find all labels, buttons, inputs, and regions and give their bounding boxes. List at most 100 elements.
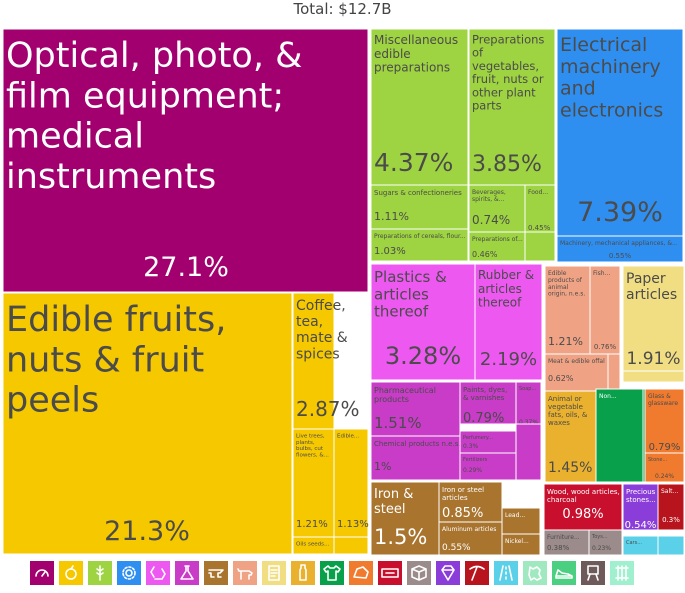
cell-value: 2.19% <box>480 349 537 370</box>
treemap-cell: Oils seeds... <box>292 536 335 555</box>
chart-title: Total: $12.7B <box>293 0 392 18</box>
cell-rect <box>292 428 335 544</box>
cell-rect <box>370 184 469 233</box>
cell-rect <box>515 423 542 481</box>
ticket-icon[interactable] <box>378 561 402 585</box>
shoe-icon[interactable] <box>552 561 576 585</box>
cell-label: Wood, wood articles, & charcoal <box>547 488 628 504</box>
cell-label: Non... <box>599 393 617 400</box>
cell-label: Rubber & articles thereof <box>478 268 534 310</box>
cell-value: 0.55% <box>609 252 632 260</box>
cell-value: 0.85% <box>442 506 483 521</box>
cell-value: 0.23% <box>592 545 611 552</box>
scroll-icon[interactable] <box>262 561 286 585</box>
cell-value: 1.21% <box>548 335 583 348</box>
cell-value: 1.21% <box>296 519 328 530</box>
cell-rect <box>543 483 623 531</box>
road-icon[interactable] <box>494 561 518 585</box>
cell-label: Lead... <box>505 512 525 519</box>
treemap-cell: Glass & glassware 0.79% <box>644 388 685 454</box>
shirt-icon[interactable] <box>320 561 344 585</box>
treemap-cell: Preparations of vegetables, fruit, nuts or o… <box>468 28 556 213</box>
box-icon[interactable] <box>407 561 431 585</box>
cell-value: 7.39% <box>577 197 663 228</box>
cell-rect <box>370 263 476 381</box>
cell-label: Stone... <box>648 457 668 463</box>
cell-label: Paper articles <box>626 271 677 303</box>
fruit-icon[interactable] <box>59 561 83 585</box>
rock-icon[interactable] <box>349 561 373 585</box>
cell-value: 0.37% <box>519 419 538 426</box>
recycle-icon[interactable] <box>146 561 170 585</box>
cell-rect <box>438 481 503 523</box>
cell-rect <box>468 28 556 213</box>
cell-value: 0.29% <box>463 467 482 474</box>
cell-label: Fertilizers <box>463 457 488 463</box>
cell-value: 0.79% <box>463 411 504 426</box>
treemap-cell <box>657 535 685 556</box>
treemap-cell: Aluminum articles 0.55% <box>438 521 503 556</box>
cell-value: 0.79% <box>649 442 681 453</box>
cell-label: Edible fruits, nuts & fruit peels <box>6 300 226 421</box>
cell-label: Salt... <box>661 488 678 495</box>
cell-rect <box>370 228 469 262</box>
cell-rect <box>622 483 659 531</box>
cell-label: Edible products of animal origin, n.e.s. <box>548 270 585 298</box>
easel-icon[interactable] <box>581 561 605 585</box>
treemap-cell: Live trees, plants, bulbs, cut flowers, &..… <box>292 428 335 544</box>
treemap-cell <box>333 536 369 555</box>
cell-value: 21.3% <box>104 516 190 547</box>
cell-label: Meat & edible offal <box>548 358 605 365</box>
cell-label: Optical, photo, & film equipment; medical i… <box>6 36 302 197</box>
treemap-cell: Toys... 0.23% <box>588 529 623 556</box>
gear-icon[interactable] <box>117 561 141 585</box>
treemap-cell: Optical, photo, & film equipment; medical i… <box>2 28 369 293</box>
cell-label: Electrical machinery and electronics <box>560 34 663 122</box>
treemap-cell: Iron & steel 1.5% <box>370 481 440 556</box>
cell-value: 1.5% <box>374 525 427 549</box>
pickaxe-icon[interactable] <box>465 561 489 585</box>
cell-label: Pharmaceutical products <box>374 386 436 404</box>
cell-rect <box>524 184 556 233</box>
gem-icon[interactable] <box>436 561 460 585</box>
leather-icon[interactable] <box>523 561 547 585</box>
treemap-cell: Edible... 1.13% <box>333 428 369 544</box>
bottle-icon[interactable] <box>291 561 315 585</box>
cell-value: 2.87% <box>296 397 360 421</box>
cell-rect <box>474 263 543 381</box>
cell-value: 0.46% <box>472 250 498 259</box>
wheat-icon[interactable] <box>88 561 112 585</box>
cell-label: Aluminum articles <box>442 526 496 533</box>
cell-rect <box>556 235 684 263</box>
cell-label: Chemical products n.e.s. <box>374 440 461 448</box>
cell-rect <box>2 28 369 293</box>
cell-value: 1.03% <box>374 246 406 257</box>
treemap-cell: Beverages, spirits, &... 0.74% <box>468 184 526 233</box>
treemap-cell: Chemical products n.e.s. 1% <box>370 435 461 481</box>
cell-label: Plastics & articles thereof <box>374 268 447 321</box>
treemap-cell <box>622 370 685 383</box>
treemap-cell: Plastics & articles thereof 3.28% <box>370 263 476 381</box>
treemap-cell: Animal or vegetable fats, oils, & waxes 1.45… <box>544 390 597 483</box>
cell-rect <box>544 390 597 483</box>
cell-label: Animal or vegetable fats, oils, & waxes <box>548 395 588 427</box>
cell-value: 0.74% <box>472 213 510 227</box>
cell-value: 0.98% <box>562 507 603 522</box>
cell-rect <box>595 388 644 483</box>
cell-rect <box>644 388 685 454</box>
treemap-cell: Machinery, mechanical appliances, &... 0.… <box>556 235 684 263</box>
flask-icon[interactable] <box>175 561 199 585</box>
instruments-icon[interactable] <box>30 561 54 585</box>
cell-value: 3.28% <box>385 342 461 370</box>
cell-rect <box>370 28 469 213</box>
treemap-cell: Rubber & articles thereof 2.19% <box>474 263 543 381</box>
anvil-icon[interactable] <box>204 561 228 585</box>
cell-value: 0.62% <box>548 374 574 383</box>
cell-label: Preparations of... <box>472 236 523 243</box>
treemap-cell: Preparations of... 0.46% <box>468 231 526 262</box>
cow-icon[interactable] <box>233 561 257 585</box>
fabric-icon[interactable] <box>610 561 634 585</box>
cell-value: 1.91% <box>626 349 680 369</box>
cell-label: Edible... <box>337 434 359 440</box>
treemap-cell: Food... 0.45% <box>524 184 556 233</box>
